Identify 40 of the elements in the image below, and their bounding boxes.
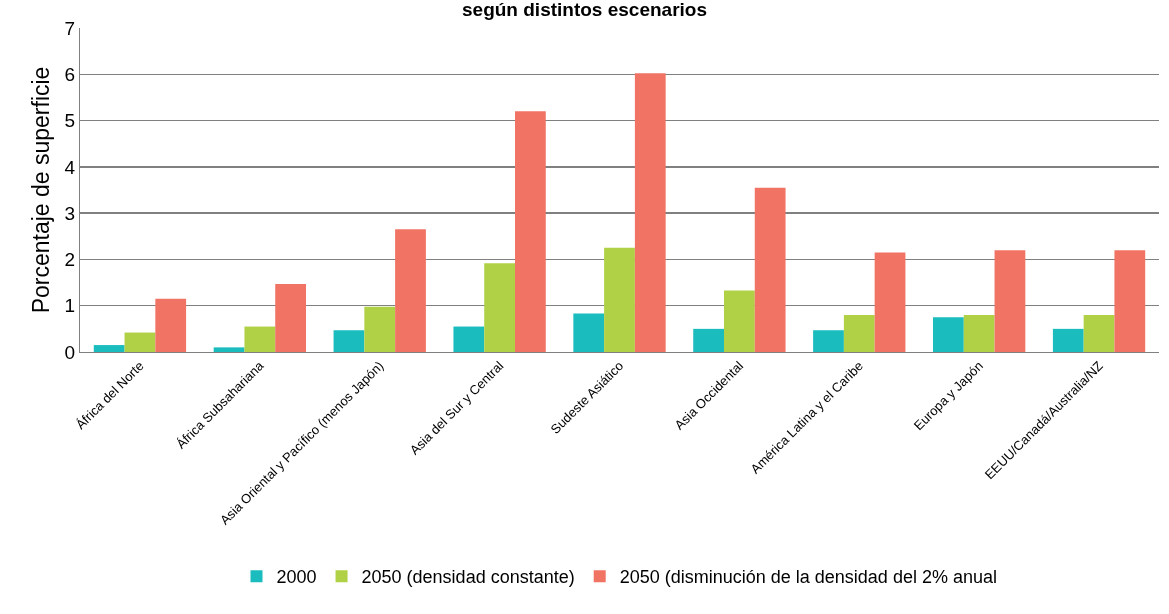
- y-tick-label: 3: [64, 202, 76, 224]
- bar: [484, 263, 515, 352]
- bar: [453, 326, 485, 352]
- legend-label: 2050 (densidad constante): [361, 567, 575, 588]
- bar: [93, 345, 125, 352]
- bar: [364, 306, 396, 352]
- bar: [275, 283, 306, 352]
- bar: [333, 330, 365, 352]
- bar: [395, 229, 426, 352]
- y-tick-label: 6: [64, 63, 76, 85]
- bar: [813, 330, 844, 352]
- bar: [933, 317, 964, 352]
- bar: [963, 314, 995, 352]
- bar: [994, 250, 1026, 352]
- bar: [874, 252, 906, 352]
- bar: [1083, 314, 1115, 352]
- bar: [1052, 328, 1084, 352]
- bar: [1114, 250, 1146, 352]
- bar: [515, 111, 546, 352]
- legend-label: 2050 (disminución de la densidad del 2% anual: [619, 567, 997, 588]
- y-tick-label: 2: [64, 249, 76, 271]
- bar: [843, 314, 875, 352]
- y-tick-label: 7: [64, 17, 76, 39]
- bar: [754, 187, 786, 352]
- bar: [634, 73, 666, 352]
- bar: [124, 332, 156, 352]
- bar: [693, 328, 724, 352]
- y-tick-label: 0: [64, 341, 76, 363]
- bar: [244, 326, 276, 352]
- y-tick-label: 1: [64, 295, 76, 317]
- bar: [155, 298, 187, 352]
- legend-label: 2000: [276, 567, 317, 588]
- bar: [573, 313, 605, 352]
- y-tick-label: 4: [64, 156, 76, 178]
- bar: [724, 290, 755, 352]
- y-axis-title: Porcentaje de superficie: [28, 66, 55, 314]
- y-tick-label: 5: [64, 110, 76, 132]
- chart-title: según distintos escenarios: [462, 0, 707, 21]
- bar: [213, 347, 245, 352]
- bar: [604, 247, 635, 352]
